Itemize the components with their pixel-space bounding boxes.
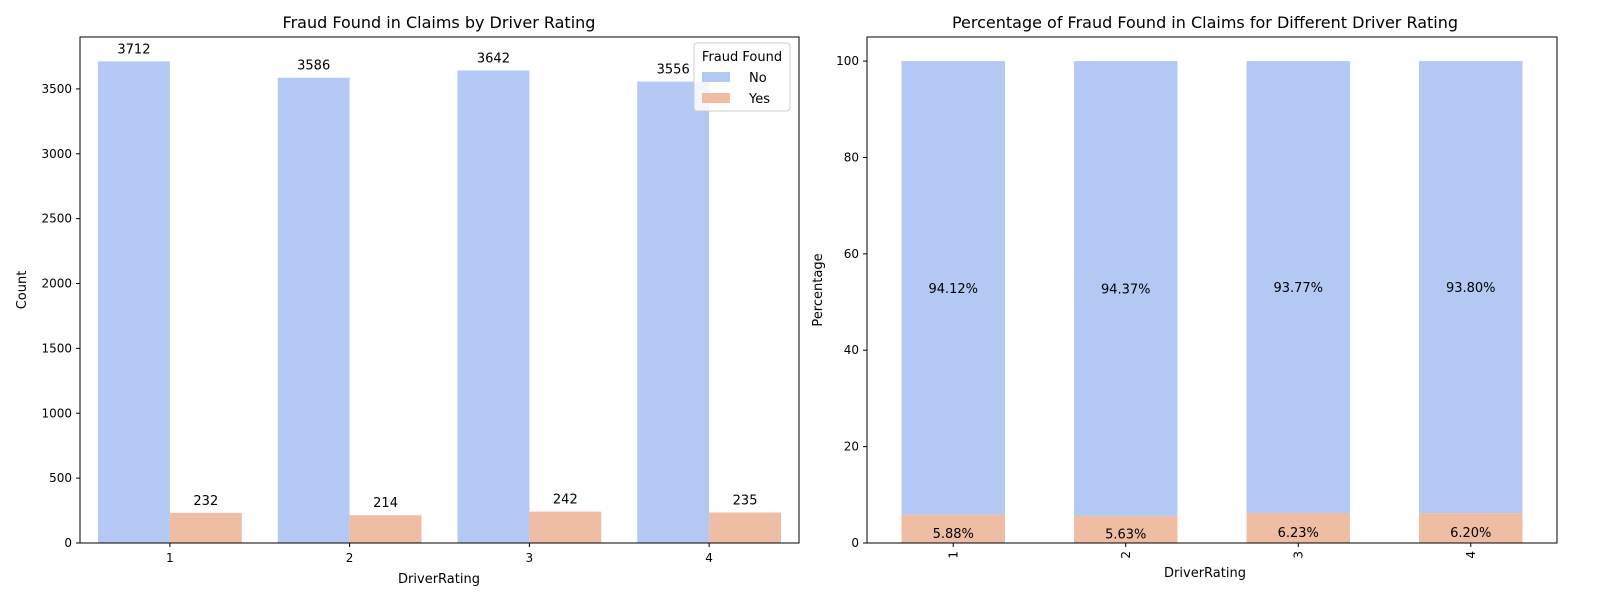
stacked-bar-segment-1-rating-2 xyxy=(1074,61,1178,516)
y-tick-label: 3500 xyxy=(41,82,72,96)
data-label-yes-rating-1: 232 xyxy=(193,494,218,509)
x-tick-label: 1 xyxy=(946,551,960,559)
data-label-no-rating-3: 3642 xyxy=(477,51,510,66)
y-tick-label: 500 xyxy=(49,471,72,485)
count-chart-title: Fraud Found in Claims by Driver Rating xyxy=(283,13,596,32)
y-tick-label: 0 xyxy=(851,536,859,550)
bar-no-rating-3 xyxy=(457,70,530,543)
count-chart-ylabel: Count xyxy=(15,271,30,310)
percent-label-1-rating-1: 94.12% xyxy=(928,282,978,297)
y-tick-label: 0 xyxy=(64,536,72,550)
y-tick-label: 100 xyxy=(836,54,859,68)
x-tick-label: 1 xyxy=(166,551,174,565)
axes-frame xyxy=(79,36,800,544)
y-tick-label: 1500 xyxy=(41,341,72,355)
data-label-yes-rating-2: 214 xyxy=(373,496,398,511)
y-tick-label: 2500 xyxy=(41,212,72,226)
stacked-bar-segment-0-rating-3 xyxy=(1246,512,1350,543)
data-label-no-rating-4: 3556 xyxy=(657,63,690,78)
stacked-bar-segment-0-rating-4 xyxy=(1419,513,1523,543)
data-label-yes-rating-3: 242 xyxy=(553,493,578,508)
y-tick-label: 2000 xyxy=(41,277,72,291)
data-label-no-rating-2: 3586 xyxy=(297,59,330,74)
stacked-bar-segment-0-rating-1 xyxy=(901,514,1005,543)
stacked-bar-segment-0-rating-2 xyxy=(1074,515,1178,543)
bar-yes-rating-3 xyxy=(529,511,602,543)
legend-swatch-yes xyxy=(702,93,730,103)
bar-no-rating-1 xyxy=(97,61,170,544)
legend-swatch-no xyxy=(702,72,730,82)
x-tick-label: 3 xyxy=(526,551,534,565)
percent-label-1-rating-4: 93.80% xyxy=(1446,281,1496,296)
x-tick-label: 4 xyxy=(705,551,713,565)
percent-label-1-rating-2: 94.37% xyxy=(1101,282,1151,297)
legend-label-yes: Yes xyxy=(748,92,770,107)
count-chart: Fraud Found in Claims by Driver Rating D… xyxy=(15,13,800,587)
y-tick-label: 80 xyxy=(844,150,859,164)
stacked-bar-segment-1-rating-4 xyxy=(1419,61,1523,514)
y-tick-label: 20 xyxy=(844,440,859,454)
percentage-chart-xlabel: DriverRating xyxy=(1164,566,1246,581)
data-label-yes-rating-4: 235 xyxy=(733,494,758,509)
count-chart-xlabel: DriverRating xyxy=(398,572,480,587)
percent-label-0-rating-2: 5.63% xyxy=(1105,527,1146,542)
bar-no-rating-2 xyxy=(277,77,350,543)
bar-yes-rating-2 xyxy=(349,515,422,543)
percentage-chart-ylabel: Percentage xyxy=(811,253,826,326)
bar-yes-rating-4 xyxy=(709,512,782,543)
bar-no-rating-4 xyxy=(637,81,710,543)
percentage-chart-plot-area: 5.88% 94.12% 5.63% 94.37% 6.23% 93.77% 6.20% 93… xyxy=(836,36,1558,559)
stacked-bar-segment-1-rating-1 xyxy=(901,61,1005,515)
percentage-chart-title: Percentage of Fraud Found in Claims for … xyxy=(952,13,1458,32)
percent-label-1-rating-3: 93.77% xyxy=(1273,281,1323,296)
y-tick-label: 40 xyxy=(844,343,859,357)
percent-label-0-rating-1: 5.88% xyxy=(933,527,974,542)
data-label-no-rating-1: 3712 xyxy=(117,42,150,57)
stacked-bar-segment-1-rating-3 xyxy=(1246,61,1350,513)
bar-yes-rating-1 xyxy=(169,512,242,543)
axes-frame xyxy=(866,36,1558,544)
count-chart-legend: Fraud Found No Yes xyxy=(693,42,791,112)
x-tick-label: 2 xyxy=(1119,551,1133,559)
percent-label-0-rating-4: 6.20% xyxy=(1450,526,1491,541)
legend-label-no: No xyxy=(749,71,767,86)
y-tick-label: 60 xyxy=(844,247,859,261)
percent-label-0-rating-3: 6.23% xyxy=(1278,526,1319,541)
percentage-chart: Percentage of Fraud Found in Claims for … xyxy=(811,13,1558,581)
x-tick-label: 2 xyxy=(346,551,354,565)
x-tick-label: 4 xyxy=(1464,551,1478,559)
legend-title: Fraud Found xyxy=(702,50,782,65)
y-tick-label: 3000 xyxy=(41,147,72,161)
y-tick-label: 1000 xyxy=(41,406,72,420)
x-tick-label: 3 xyxy=(1291,551,1305,559)
